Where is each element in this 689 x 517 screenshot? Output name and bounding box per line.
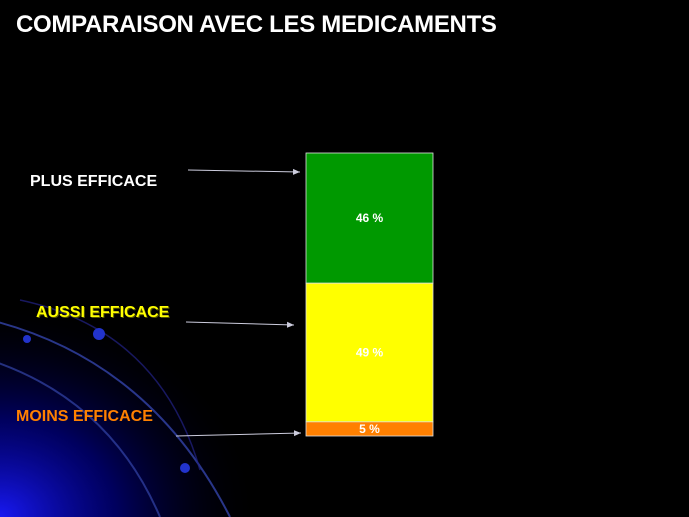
arrow-moins-efficace bbox=[175, 430, 302, 437]
category-label-aussi-efficace: AUSSI EFFICACE bbox=[36, 304, 170, 321]
decor-dot bbox=[93, 328, 105, 340]
arrow-aussi-efficace bbox=[185, 321, 295, 328]
arc-line bbox=[0, 321, 231, 517]
category-label-moins-efficace: MOINS EFFICACE bbox=[16, 408, 153, 425]
data-label-moins-efficace: 5 % bbox=[359, 422, 380, 436]
bar-segment-aussi-efficace bbox=[305, 282, 434, 423]
bar-segment-plus-efficace bbox=[305, 152, 434, 284]
data-label-plus-efficace: 46 % bbox=[356, 211, 384, 225]
blue-glow bbox=[0, 300, 260, 517]
arrow-plus-efficace bbox=[187, 168, 301, 175]
slide-title: COMPARAISON AVEC LES MEDICAMENTS bbox=[16, 11, 497, 38]
bar-segment-moins-efficace bbox=[305, 421, 434, 437]
decor-dot bbox=[23, 335, 31, 343]
decor-dot bbox=[180, 463, 190, 473]
data-label-aussi-efficace: 49 % bbox=[356, 346, 384, 360]
category-label-plus-efficace: PLUS EFFICACE bbox=[30, 173, 158, 190]
arc-line bbox=[0, 362, 161, 517]
